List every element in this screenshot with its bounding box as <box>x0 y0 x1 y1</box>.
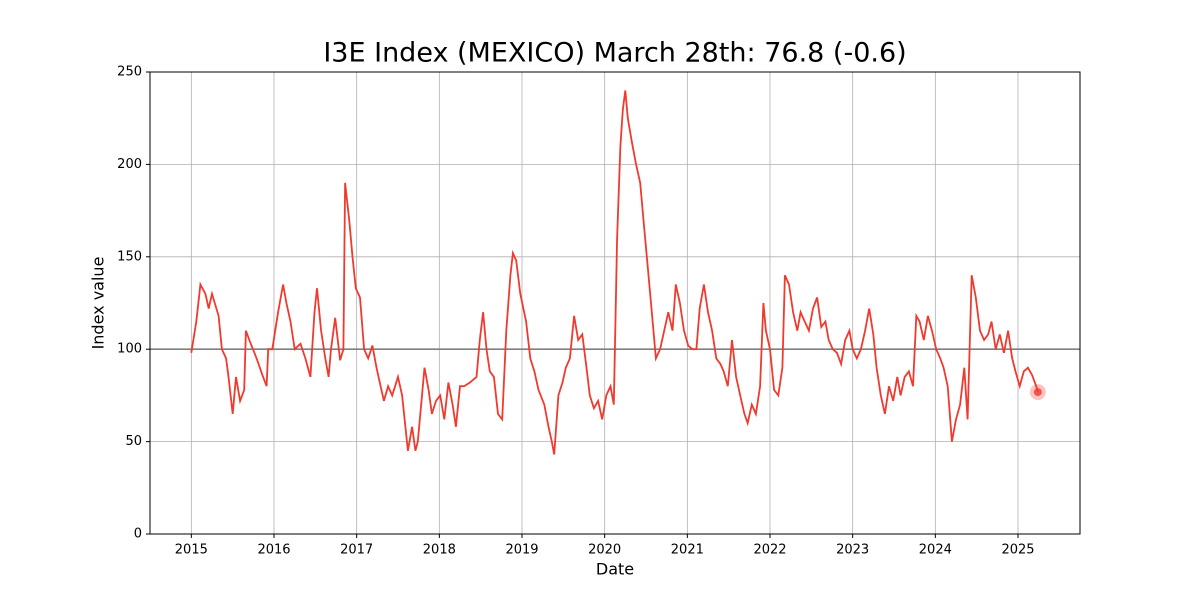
x-tick-label: 2016 <box>257 543 290 558</box>
x-tick-label: 2018 <box>423 543 456 558</box>
y-tick-label: 100 <box>117 342 142 357</box>
x-tick-label: 2024 <box>919 543 952 558</box>
chart-title: I3E Index (MEXICO) March 28th: 76.8 (-0.… <box>323 38 906 69</box>
x-tick-label: 2015 <box>175 543 208 558</box>
x-axis-label: Date <box>596 560 634 579</box>
y-axis-label: Index value <box>89 257 108 350</box>
plot-area <box>150 90 1080 455</box>
y-tick-label: 250 <box>117 65 142 80</box>
x-tick-label: 2022 <box>753 543 786 558</box>
y-tick-label: 50 <box>125 434 142 449</box>
last-point <box>1033 388 1042 397</box>
y-tick-label: 0 <box>134 527 142 542</box>
y-tick-label: 150 <box>117 249 142 264</box>
x-tick-label: 2021 <box>671 543 704 558</box>
data-line <box>190 90 1039 455</box>
axes-frame <box>149 71 1081 535</box>
x-tick-label: 2025 <box>1001 543 1034 558</box>
y-tick-label: 200 <box>117 157 142 172</box>
x-tick-label: 2017 <box>340 543 373 558</box>
x-tick-label: 2020 <box>588 543 621 558</box>
x-tick-label: 2019 <box>505 543 538 558</box>
x-tick-label: 2023 <box>836 543 869 558</box>
